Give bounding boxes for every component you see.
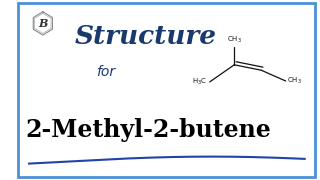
Text: $\mathsf{CH_3}$: $\mathsf{CH_3}$ — [227, 35, 242, 45]
Text: 2-Methyl-2-butene: 2-Methyl-2-butene — [26, 118, 271, 142]
Text: Structure: Structure — [75, 24, 216, 48]
Text: $\mathsf{CH_3}$: $\mathsf{CH_3}$ — [287, 76, 302, 86]
Text: B: B — [38, 18, 48, 29]
Text: $\mathsf{H_3C}$: $\mathsf{H_3C}$ — [192, 77, 207, 87]
Text: for: for — [96, 65, 115, 79]
